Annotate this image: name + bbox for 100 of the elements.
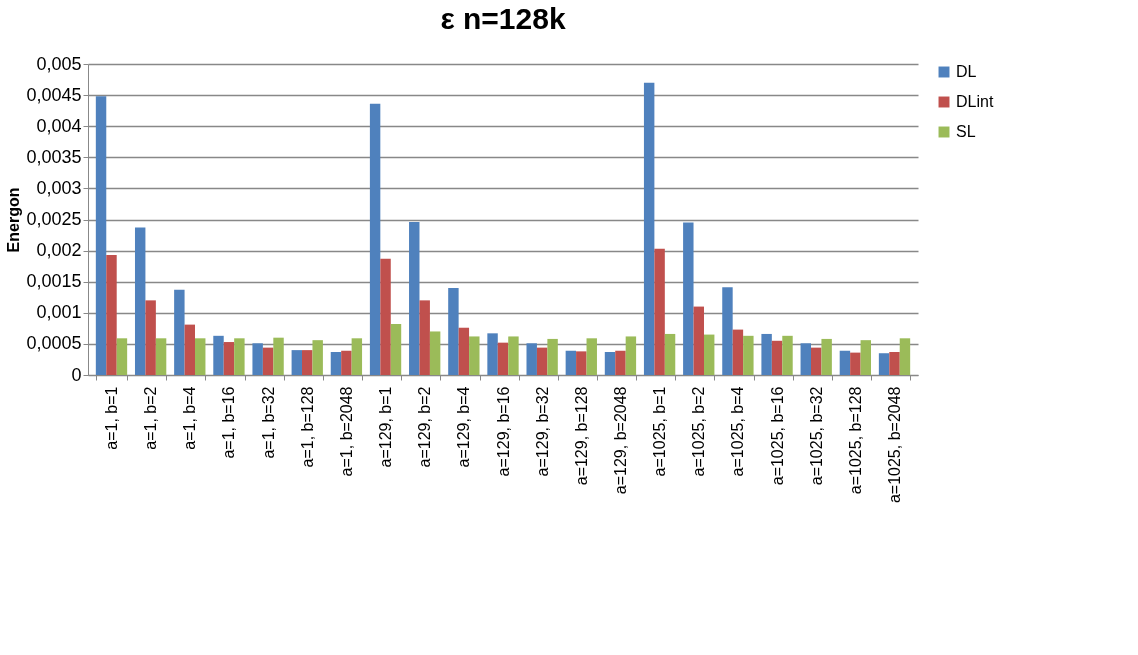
y-tick-label: 0,003 <box>36 177 82 198</box>
bar <box>850 352 861 375</box>
x-tick-label: a=1025, b=128 <box>846 386 864 495</box>
bar <box>722 287 733 375</box>
y-tick-label: 0,0035 <box>26 146 82 167</box>
bar <box>262 347 274 375</box>
x-tick-label: a=129, b=16 <box>494 386 512 477</box>
bar <box>860 340 872 375</box>
bar <box>291 350 303 375</box>
bar <box>839 350 851 375</box>
x-tick-label: a=1025, b=2048 <box>886 386 904 504</box>
bar <box>302 350 313 375</box>
bar <box>134 227 146 375</box>
bar <box>604 351 616 375</box>
bar <box>703 334 715 375</box>
bar <box>116 338 128 375</box>
y-tick-label: 0,0015 <box>26 271 82 292</box>
bar <box>95 96 107 375</box>
bar <box>234 338 245 375</box>
y-tick-label: 0,004 <box>36 115 82 136</box>
x-tick-label: a=129, b=2 <box>416 386 434 468</box>
x-tick-label: a=1025, b=4 <box>729 386 747 477</box>
legend-label: DLint <box>956 93 994 110</box>
bar <box>145 300 156 375</box>
x-tick-label: a=129, b=2048 <box>611 386 629 495</box>
bar <box>213 335 224 375</box>
bar <box>771 340 783 375</box>
bar <box>536 347 548 375</box>
bar <box>469 336 480 375</box>
bar <box>576 351 587 375</box>
bar <box>155 338 167 375</box>
x-tick-label: a=1025, b=16 <box>768 386 786 486</box>
x-tick-label: a=1, b=4 <box>181 386 199 450</box>
bar <box>878 353 890 375</box>
bar <box>615 350 626 375</box>
bar <box>782 335 793 375</box>
bar <box>351 338 363 375</box>
bar <box>195 338 206 375</box>
bar <box>508 336 519 375</box>
bar <box>252 343 263 375</box>
bar <box>458 327 470 375</box>
bar <box>654 248 665 375</box>
bar <box>526 343 537 375</box>
bar <box>330 351 342 375</box>
bar <box>821 338 832 375</box>
chart-title: ε n=128k <box>440 2 566 35</box>
y-axis-title: Energon <box>5 187 23 253</box>
x-tick-label: a=1, b=32 <box>259 386 277 459</box>
bar <box>889 351 900 375</box>
x-tick-label: a=129, b=4 <box>455 386 473 468</box>
y-tick-label: 0,0045 <box>26 84 82 105</box>
bar <box>419 300 430 375</box>
bar <box>732 329 744 375</box>
bar <box>174 289 185 375</box>
legend-label: DL <box>956 63 977 80</box>
bar <box>273 337 284 375</box>
y-tick-label: 0,001 <box>36 302 82 323</box>
bar <box>390 324 402 375</box>
bar <box>106 254 117 375</box>
y-tick-label: 0,0005 <box>26 333 82 354</box>
x-tick-label: a=1025, b=32 <box>807 386 825 486</box>
bar <box>223 342 235 375</box>
bar <box>800 343 811 375</box>
bar <box>743 335 754 375</box>
bar <box>625 336 637 375</box>
bar <box>664 333 676 375</box>
bar <box>429 331 441 375</box>
legend-label: SL <box>956 123 976 140</box>
y-tick-label: 0,002 <box>36 240 82 261</box>
bar <box>810 347 822 375</box>
bar <box>497 342 509 375</box>
x-tick-label: a=1025, b=2 <box>690 386 708 477</box>
bar <box>487 333 498 375</box>
x-tick-label: a=129, b=1 <box>377 386 395 468</box>
bar <box>369 103 381 375</box>
x-tick-label: a=1, b=2 <box>142 386 160 450</box>
y-tick-label: 0,0025 <box>26 209 82 229</box>
x-tick-label: a=1, b=128 <box>298 386 316 468</box>
bar <box>409 221 420 375</box>
bar <box>341 350 352 375</box>
bar <box>693 306 704 375</box>
bar <box>565 350 577 375</box>
x-tick-label: a=1, b=2048 <box>337 386 355 477</box>
bar <box>312 340 323 375</box>
bar <box>899 338 911 375</box>
y-tick-label: 0 <box>71 364 82 385</box>
bar <box>761 333 772 375</box>
bar <box>683 222 694 375</box>
x-tick-label: a=1, b=1 <box>102 386 120 450</box>
bar <box>547 338 558 375</box>
bar <box>184 324 196 375</box>
x-tick-label: a=1025, b=1 <box>651 386 669 477</box>
y-tick-label: 0,005 <box>36 53 82 74</box>
x-tick-label: a=129, b=32 <box>533 386 551 477</box>
bar <box>380 258 391 375</box>
bar <box>586 338 597 375</box>
x-tick-label: a=1, b=16 <box>220 386 238 459</box>
bar <box>643 82 655 375</box>
x-tick-label: a=129, b=128 <box>572 386 590 486</box>
bar <box>448 287 459 375</box>
